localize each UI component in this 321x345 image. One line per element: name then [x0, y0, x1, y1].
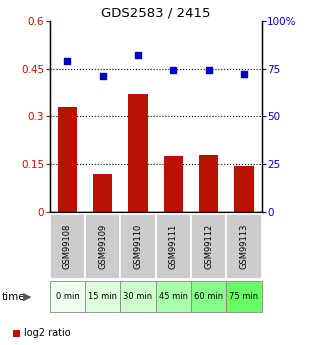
Text: GSM99113: GSM99113 [239, 224, 248, 269]
Text: GSM99112: GSM99112 [204, 224, 213, 269]
Bar [191, 281, 226, 312]
Text: 15 min: 15 min [88, 292, 117, 301]
Bar [120, 281, 156, 312]
Bar [234, 166, 254, 212]
Point [135, 52, 141, 58]
Bar [191, 214, 226, 279]
Text: 60 min: 60 min [194, 292, 223, 301]
Point [206, 68, 211, 73]
Bar [226, 214, 262, 279]
Point [100, 73, 105, 79]
Bar [226, 281, 262, 312]
Bar [156, 214, 191, 279]
Text: 30 min: 30 min [124, 292, 152, 301]
Text: ▶: ▶ [23, 292, 31, 302]
Text: 0 min: 0 min [56, 292, 79, 301]
Bar [164, 156, 183, 212]
Bar [85, 281, 120, 312]
Point [171, 68, 176, 73]
Text: GSM99108: GSM99108 [63, 224, 72, 269]
Text: log2 ratio: log2 ratio [24, 328, 71, 338]
Title: GDS2583 / 2415: GDS2583 / 2415 [101, 7, 211, 20]
Bar [93, 174, 112, 212]
Point [65, 58, 70, 64]
Bar [128, 94, 148, 212]
Text: GSM99109: GSM99109 [98, 224, 107, 269]
Text: GSM99111: GSM99111 [169, 224, 178, 269]
Bar [58, 107, 77, 212]
Text: 45 min: 45 min [159, 292, 188, 301]
Bar [85, 214, 120, 279]
Text: 75 min: 75 min [230, 292, 258, 301]
Bar [199, 155, 218, 212]
Bar [120, 214, 156, 279]
Bar [50, 214, 85, 279]
Text: time: time [2, 292, 25, 302]
Point [241, 71, 247, 77]
Bar [50, 281, 85, 312]
Bar [156, 281, 191, 312]
Text: GSM99110: GSM99110 [134, 224, 143, 269]
